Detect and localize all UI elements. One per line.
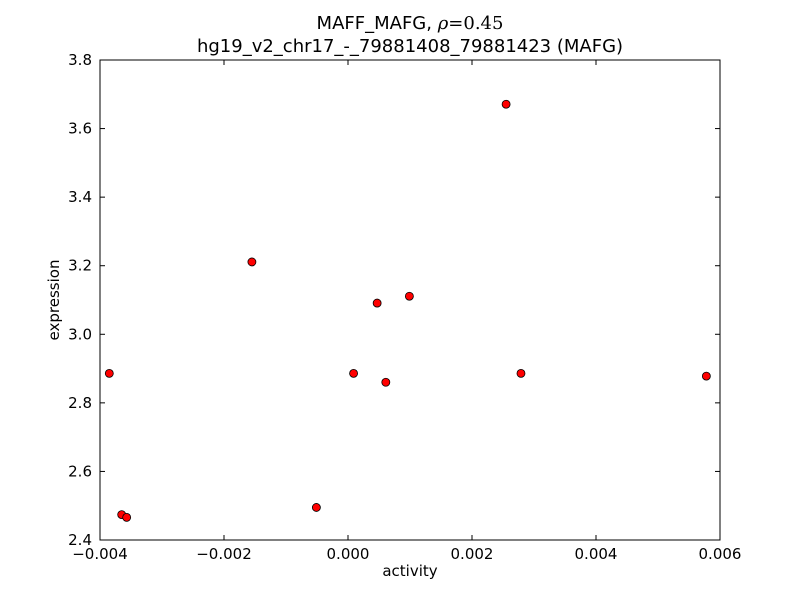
data-point (701, 371, 711, 381)
y-tick-label: 3.2 (68, 257, 92, 275)
axis-tick-labels: −0.004 −0.002 0.000 0.002 0.004 0.006 2.4 2.6 2.… (68, 51, 741, 563)
y-tick-label: 2.4 (68, 531, 92, 549)
data-point (311, 503, 321, 512)
data-point (501, 99, 511, 109)
x-axis-label: activity (382, 562, 437, 580)
y-axis-label: expression (45, 260, 63, 341)
data-point (349, 368, 358, 378)
x-tick-label: −0.002 (196, 545, 252, 563)
y-tick-label: 2.8 (68, 394, 92, 412)
data-point (122, 512, 132, 522)
x-tick-label: 0.004 (575, 545, 618, 563)
x-tick-label: −0.004 (72, 545, 128, 563)
x-tick-label: 0.006 (699, 545, 742, 563)
data-point (104, 368, 114, 378)
data-point (381, 377, 391, 387)
data-point (372, 298, 382, 308)
chart-subtitle: hg19_v2_chr17_-_79881408_79881423 (MAFG) (197, 36, 623, 57)
data-point (404, 291, 414, 301)
y-tick-label: 2.6 (68, 462, 92, 480)
y-tick-label: 3.0 (68, 325, 92, 343)
y-tick-label: 3.6 (68, 120, 92, 138)
data-points (104, 99, 711, 522)
chart-title: MAFF_MAFG, ρ=0.45 (317, 13, 504, 34)
axis-ticks (99, 59, 721, 541)
data-point (516, 368, 526, 378)
x-tick-label: 0.002 (451, 545, 494, 563)
y-tick-label: 3.8 (68, 51, 92, 69)
data-point (247, 257, 257, 267)
x-tick-label: 0.000 (327, 545, 370, 563)
y-tick-label: 3.4 (68, 188, 92, 206)
